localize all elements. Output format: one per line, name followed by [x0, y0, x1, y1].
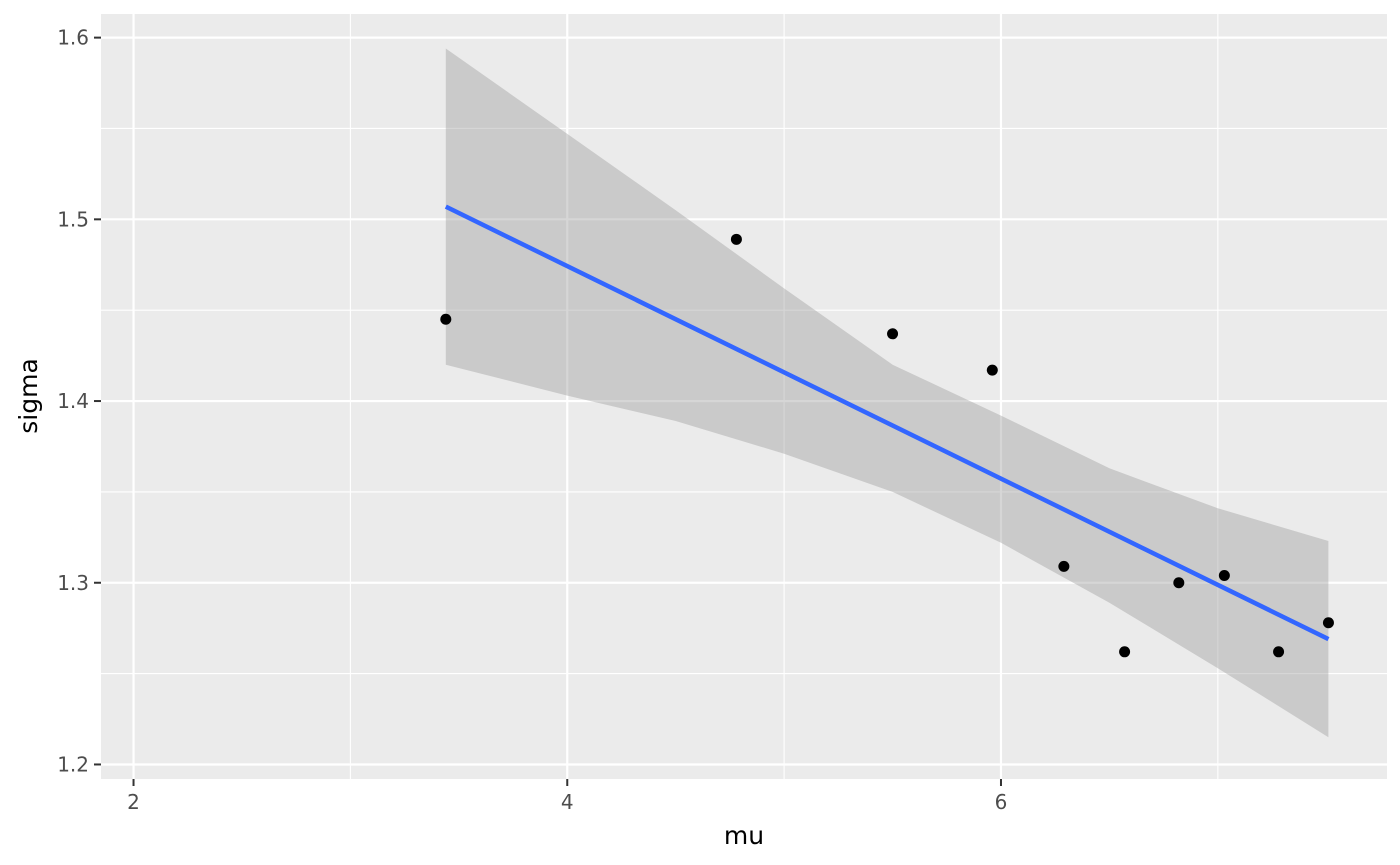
data-point: [887, 328, 899, 340]
y-tick-label: 1.5: [57, 207, 89, 231]
y-tick-label: 1.3: [57, 571, 89, 595]
y-axis: 1.2 1.3 1.4 1.5 1.6: [57, 26, 101, 776]
data-point: [1273, 646, 1285, 658]
x-tick-label: 2: [127, 790, 140, 814]
major-gridlines: [101, 14, 1387, 779]
y-tick-label: 1.2: [57, 752, 89, 776]
x-tick-label: 4: [561, 790, 574, 814]
data-point: [1058, 560, 1070, 572]
data-point: [1218, 569, 1230, 581]
data-point: [1322, 617, 1334, 629]
y-tick-label: 1.4: [57, 389, 89, 413]
data-points: [440, 233, 1334, 658]
confidence-band: [445, 48, 1329, 738]
data-point: [730, 233, 742, 245]
x-tick-label: 6: [995, 790, 1008, 814]
trend-line: [444, 204, 1330, 642]
data-point: [440, 313, 452, 325]
data-point: [1173, 577, 1185, 589]
minor-gridlines: [101, 14, 1387, 779]
data-point: [986, 364, 998, 376]
x-axis-title: mu: [724, 821, 764, 850]
y-axis-title: sigma: [14, 358, 43, 434]
y-tick-label: 1.6: [57, 26, 89, 50]
plot-panel: [101, 14, 1387, 779]
data-point: [1119, 646, 1131, 658]
x-axis: 2 4 6: [127, 779, 1007, 814]
